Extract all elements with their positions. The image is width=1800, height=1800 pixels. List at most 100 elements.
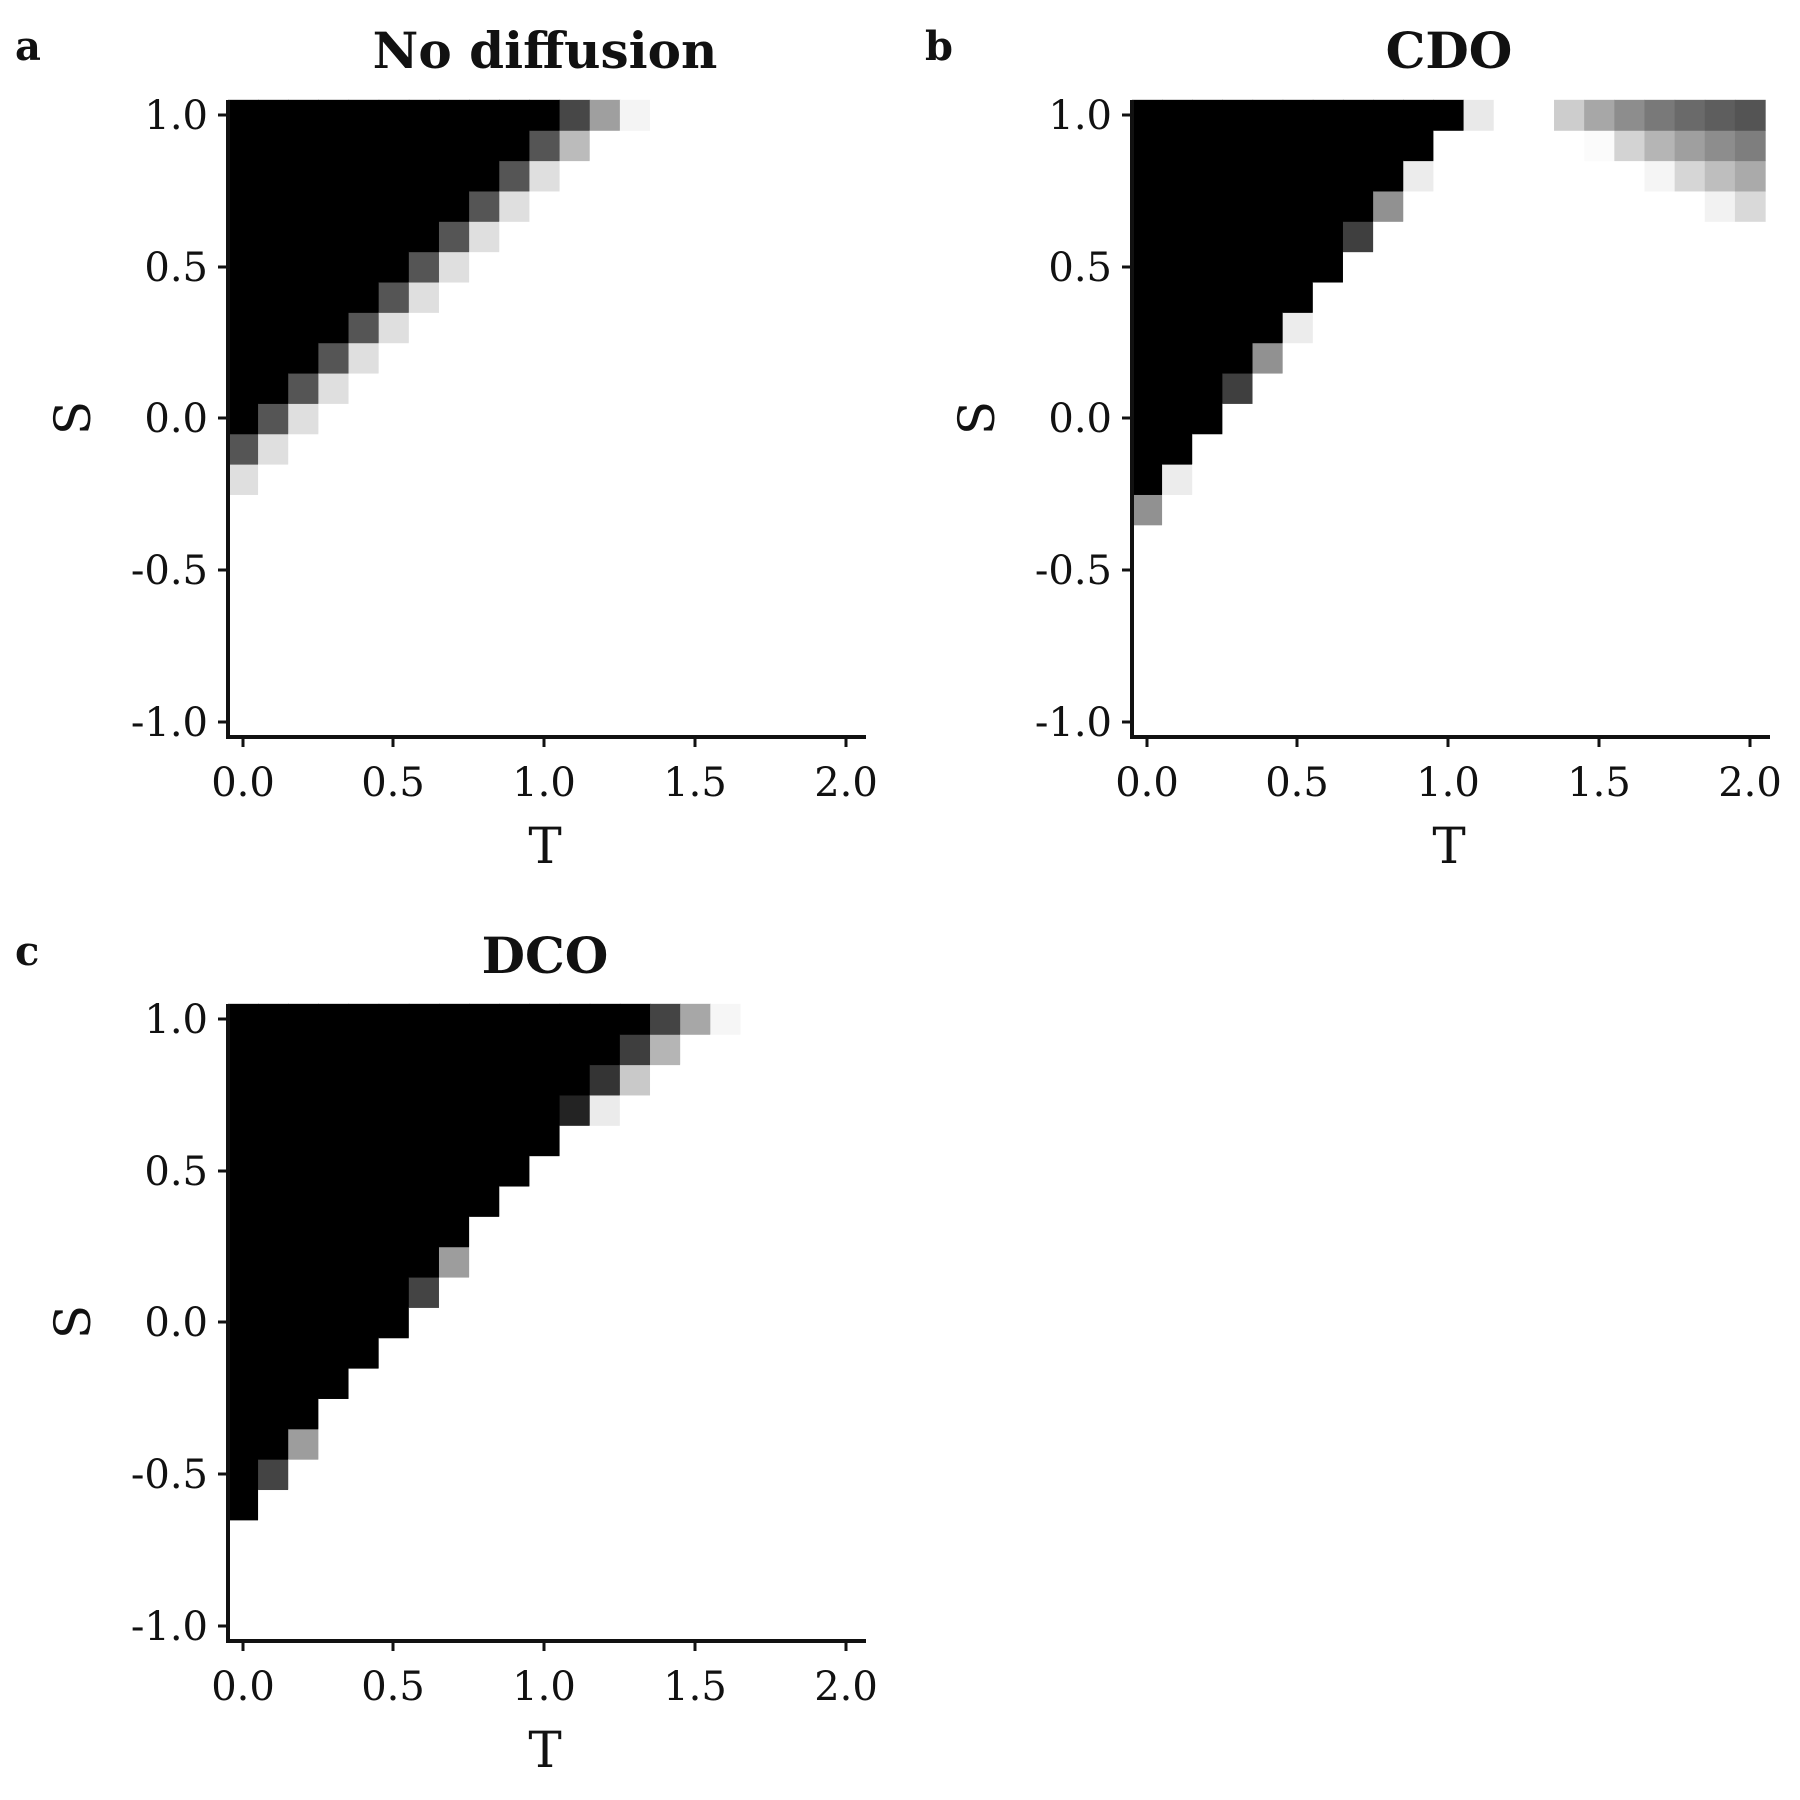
heatmap-cell	[529, 706, 561, 738]
heatmap-cell	[1252, 615, 1284, 647]
heatmap-cell	[469, 1034, 500, 1066]
heatmap-cell	[740, 646, 772, 678]
heatmap-cell	[830, 1610, 862, 1642]
heatmap-cell	[619, 615, 651, 647]
heatmap-cell	[438, 524, 470, 556]
heatmap-cell	[830, 555, 862, 587]
heatmap-cell	[740, 1489, 772, 1521]
heatmap-cell	[1674, 312, 1706, 344]
heatmap-cell	[258, 1276, 289, 1308]
heatmap-cell	[1403, 433, 1435, 465]
heatmap-cell	[469, 524, 500, 556]
heatmap-cell	[318, 1003, 350, 1035]
heatmap-cell	[1403, 494, 1435, 526]
heatmap-cell	[830, 1307, 862, 1339]
heatmap-cell	[559, 1003, 591, 1035]
heatmap-cell	[710, 464, 742, 495]
heatmap-cell	[499, 494, 531, 526]
heatmap-cell	[378, 706, 410, 738]
heatmap-cell	[1614, 676, 1646, 708]
y-tick-label-b--1.0: -1.0	[1035, 700, 1112, 746]
heatmap-cell	[740, 1580, 772, 1612]
heatmap-cell	[1312, 433, 1344, 465]
heatmap-cell	[770, 190, 802, 222]
heatmap-cell	[408, 1216, 440, 1248]
heatmap-cell	[1433, 221, 1465, 253]
heatmap-cells-a	[227, 99, 862, 738]
heatmap-cell	[1373, 494, 1404, 526]
heatmap-cell	[499, 1610, 531, 1642]
heatmap-cell	[378, 1276, 410, 1308]
heatmap-cell	[378, 1064, 410, 1096]
heatmap-cell	[1403, 160, 1435, 192]
heatmap-cell	[680, 1610, 711, 1642]
heatmap-cell	[1674, 281, 1706, 313]
heatmap-cell	[1192, 464, 1223, 495]
heatmap-cell	[1674, 221, 1706, 253]
heatmap-cell	[559, 524, 591, 556]
heatmap-cell	[288, 1368, 319, 1399]
heatmap-cell	[619, 372, 651, 404]
heatmap-cell	[710, 1125, 742, 1157]
heatmap-cell	[1584, 221, 1615, 253]
heatmap-cell	[680, 1216, 711, 1248]
heatmap-cell	[680, 1580, 711, 1612]
heatmap-cell	[348, 1125, 380, 1157]
heatmap-cell	[1131, 312, 1163, 344]
heatmap-cell	[800, 342, 832, 374]
heatmap-cell	[378, 1489, 410, 1521]
heatmap-cell	[800, 1064, 832, 1096]
heatmap-cell	[589, 251, 621, 283]
x-tick-label-a-0.0: 0.0	[211, 760, 275, 806]
heatmap-cell	[1252, 281, 1284, 313]
heatmap-cell	[1342, 676, 1374, 708]
heatmap-cell	[1252, 312, 1284, 344]
heatmap-cell	[770, 1398, 802, 1430]
heatmap-cell	[1131, 585, 1163, 617]
heatmap-cell	[348, 1185, 380, 1217]
heatmap-cell	[1252, 433, 1284, 465]
heatmap-cell	[1312, 524, 1344, 556]
heatmap-cell	[1493, 312, 1525, 344]
heatmap-cell	[650, 221, 681, 253]
heatmap-cell	[469, 1064, 500, 1096]
heatmap-cell	[1734, 706, 1766, 738]
heatmap-cell	[800, 1216, 832, 1248]
heatmap-cell	[469, 1155, 500, 1187]
heatmap-cell	[1614, 706, 1646, 738]
heatmap-cell	[770, 1489, 802, 1521]
heatmap-cell	[1704, 615, 1736, 647]
heatmap-cell	[499, 160, 531, 192]
heatmap-cell	[348, 1307, 380, 1339]
heatmap-cell	[258, 1003, 289, 1035]
heatmap-cell	[227, 1459, 259, 1491]
heatmap-cell	[559, 585, 591, 617]
heatmap-cell	[288, 1155, 319, 1187]
heatmap-cell	[1584, 160, 1615, 192]
heatmap-cell	[438, 342, 470, 374]
heatmap-cell	[499, 342, 531, 374]
heatmap-cell	[1523, 130, 1555, 162]
heatmap-cell	[1403, 706, 1435, 738]
heatmap-cell	[830, 99, 862, 131]
heatmap-cell	[710, 524, 742, 556]
x-tick-label-c-2.0: 2.0	[814, 1664, 878, 1710]
heatmap-cell	[710, 706, 742, 738]
heatmap-cell	[770, 1034, 802, 1066]
heatmap-cell	[1734, 190, 1766, 222]
heatmap-cell	[227, 615, 259, 647]
heatmap-cell	[378, 1610, 410, 1642]
heatmap-cell	[1433, 555, 1465, 587]
heatmap-cell	[1373, 676, 1404, 708]
heatmap-cell	[710, 494, 742, 526]
heatmap-cell	[740, 676, 772, 708]
heatmap-cell	[1222, 615, 1254, 647]
heatmap-cell	[710, 403, 742, 435]
heatmap-cell	[288, 1519, 319, 1551]
heatmap-cell	[1463, 372, 1495, 404]
heatmap-cell	[1644, 494, 1676, 526]
heatmap-cell	[1584, 585, 1615, 617]
heatmap-cell	[1433, 706, 1465, 738]
heatmap-cell	[559, 1216, 591, 1248]
heatmap-cell	[589, 1368, 621, 1399]
